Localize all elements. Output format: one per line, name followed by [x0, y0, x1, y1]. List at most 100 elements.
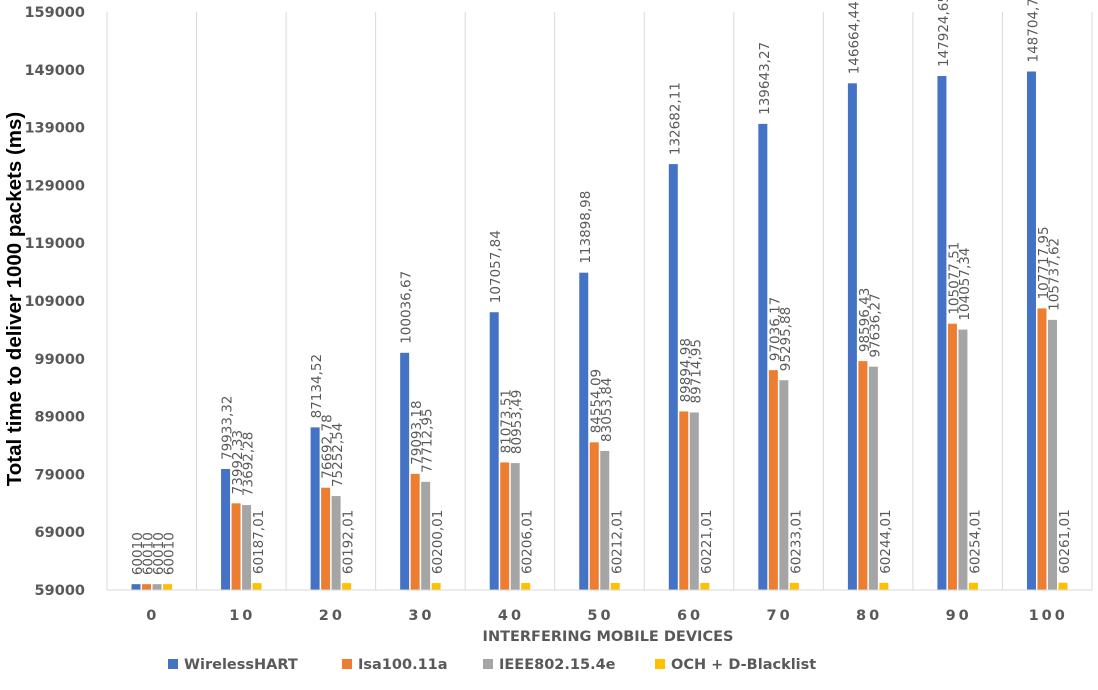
data-label: 60261,01 [1057, 509, 1073, 573]
bar [610, 582, 620, 590]
x-tick-label: 90 [946, 608, 972, 624]
x-tick-label: 70 [766, 608, 792, 624]
x-tick-label: 20 [319, 608, 345, 624]
data-label: 73692,28 [241, 432, 257, 496]
y-tick-label: 69000 [35, 525, 85, 541]
data-labels: 60010 79933,32 87134,52 100036,67 107057,84 1… [130, 0, 1073, 575]
data-label: 100036,67 [399, 271, 415, 344]
bar [947, 323, 957, 590]
data-label: 76692,78 [320, 414, 336, 478]
bar [400, 352, 410, 590]
bar [868, 366, 878, 590]
data-label: 79093,18 [409, 400, 425, 464]
bar [1037, 308, 1047, 590]
x-tick-label: 60 [677, 608, 703, 624]
x-tick-label: 80 [856, 608, 882, 624]
legend-swatch [168, 659, 178, 669]
bar [700, 582, 710, 590]
data-label: 75252,54 [330, 423, 346, 487]
bar [937, 76, 947, 591]
data-label: 98596,43 [857, 288, 873, 352]
data-label: 89894,98 [678, 338, 694, 402]
y-axis-title: Total time to deliver 1000 packets (ms) [3, 112, 26, 486]
bar [142, 584, 152, 590]
bars [131, 71, 1068, 591]
data-label: 60244,01 [878, 509, 894, 573]
y-tick-label: 139000 [24, 121, 85, 137]
data-label: 147924,65 [936, 0, 952, 67]
bar [521, 583, 531, 590]
data-label: 60200,01 [430, 510, 446, 574]
data-label: 60010 [130, 532, 146, 575]
data-label: 60233,01 [788, 509, 804, 573]
legend-swatch [342, 659, 352, 669]
x-tick-label: 100 [1029, 608, 1068, 624]
y-tick-label: 109000 [24, 294, 85, 310]
legend-swatch [655, 659, 665, 669]
bar [431, 583, 441, 590]
bar [231, 503, 241, 590]
bar [879, 582, 889, 590]
bar [221, 469, 231, 590]
bar [779, 380, 789, 590]
y-axis-ticks: 59000 69000 79000 89000 99000 109000 119000 129… [24, 5, 85, 599]
bar [331, 496, 341, 590]
data-label: 60192,01 [341, 510, 357, 574]
data-label: 146664,44 [846, 1, 862, 74]
data-label: 60010 [162, 532, 178, 575]
bar [321, 487, 331, 590]
data-label: 73992,33 [230, 430, 246, 494]
bar [410, 473, 420, 590]
bar [600, 450, 610, 590]
y-tick-label: 149000 [24, 63, 85, 79]
bar [1047, 319, 1057, 590]
bar [489, 312, 499, 590]
x-tick-label: 0 [146, 608, 159, 624]
bar [968, 582, 978, 590]
bar [589, 442, 599, 590]
y-tick-label: 119000 [24, 236, 85, 252]
bar [242, 505, 252, 590]
legend-label: WirelessHART [184, 657, 298, 673]
bar [668, 164, 678, 590]
bar [858, 361, 868, 590]
data-label: 60206,01 [520, 510, 536, 574]
y-tick-label: 89000 [35, 410, 85, 426]
bar [1026, 71, 1036, 591]
bar [252, 583, 262, 590]
data-label: 77712,95 [420, 408, 436, 472]
bar [789, 582, 799, 590]
data-label: 107057,84 [488, 230, 504, 303]
data-label: 81073,51 [499, 389, 515, 453]
y-tick-label: 59000 [35, 583, 85, 599]
data-label: 84554,09 [588, 369, 604, 433]
bar [163, 584, 173, 590]
bar [152, 584, 162, 590]
bar [689, 412, 699, 590]
bar [510, 463, 520, 590]
y-tick-label: 79000 [35, 467, 85, 483]
x-axis-ticks: 0 10 20 30 40 50 60 70 80 90 100 [146, 608, 1068, 624]
data-label: 60010 [141, 532, 157, 575]
x-axis-title: INTERFERING MOBILE DEVICES [483, 629, 734, 645]
legend-label: OCH + D-Blacklist [671, 657, 816, 673]
legend-label: Isa100.11a [358, 657, 448, 673]
bar [958, 329, 968, 590]
y-tick-label: 129000 [24, 178, 85, 194]
data-label: 113898,98 [578, 191, 594, 264]
legend: WirelessHART Isa100.11a IEEE802.15.4e OCH +… [168, 657, 816, 673]
data-label: 60187,01 [251, 510, 267, 574]
bar [500, 462, 510, 590]
y-tick-label: 99000 [35, 352, 85, 368]
bar [310, 427, 320, 590]
bar [1058, 582, 1068, 590]
data-label: 60010 [151, 532, 167, 575]
data-label: 89714,95 [688, 339, 704, 403]
data-label: 148704,78 [1025, 0, 1041, 63]
bar [679, 411, 689, 590]
data-label: 83053,84 [599, 378, 615, 442]
bar [342, 583, 352, 590]
data-label: 97036,17 [767, 297, 783, 361]
legend-label: IEEE802.15.4e [499, 657, 616, 673]
